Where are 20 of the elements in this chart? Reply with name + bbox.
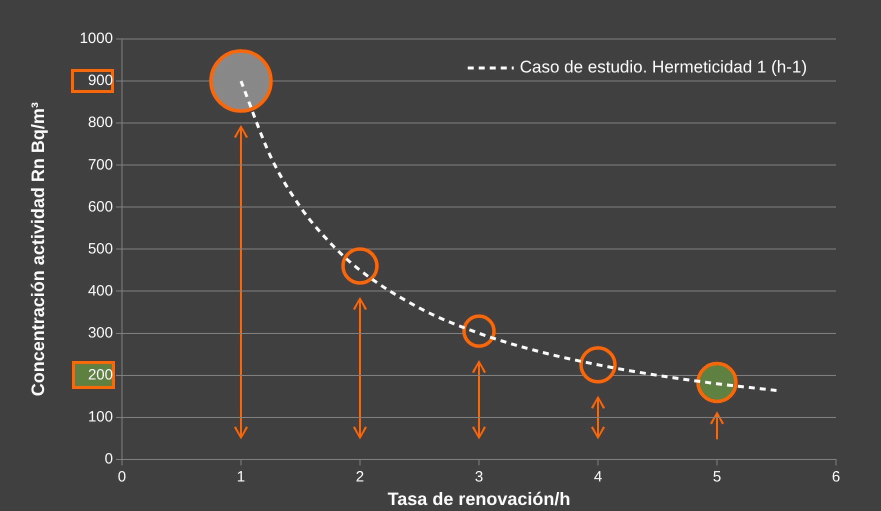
y-tick-label: 0 — [104, 450, 113, 468]
legend-label: Caso de estudio. Hermeticidad 1 (h-1) — [520, 58, 807, 77]
y-axis-title: Concentración actividad Rn Bq/m³ — [28, 102, 48, 396]
x-tick-label: 3 — [474, 468, 484, 486]
y-tick-label: 500 — [88, 240, 113, 258]
x-axis-title: Tasa de renovación/h — [388, 489, 570, 510]
y-tick-label: 400 — [88, 282, 113, 300]
x-tick-label: 4 — [594, 468, 602, 486]
y-tick-label: 700 — [88, 156, 113, 174]
y-tick-label: 600 — [88, 198, 113, 216]
x-tick-label: 2 — [356, 468, 364, 486]
x-tick-label: 6 — [832, 468, 840, 486]
y-tick-label: 300 — [88, 324, 113, 342]
y-tick-label: 100 — [88, 408, 113, 426]
y-tick-label: 800 — [88, 114, 113, 132]
x-tick-label: 5 — [712, 468, 722, 486]
x-tick-label: 0 — [118, 468, 126, 486]
y-tick-label: 1000 — [80, 30, 113, 48]
line-series — [239, 80, 778, 392]
x-tick-label: 1 — [236, 468, 246, 486]
